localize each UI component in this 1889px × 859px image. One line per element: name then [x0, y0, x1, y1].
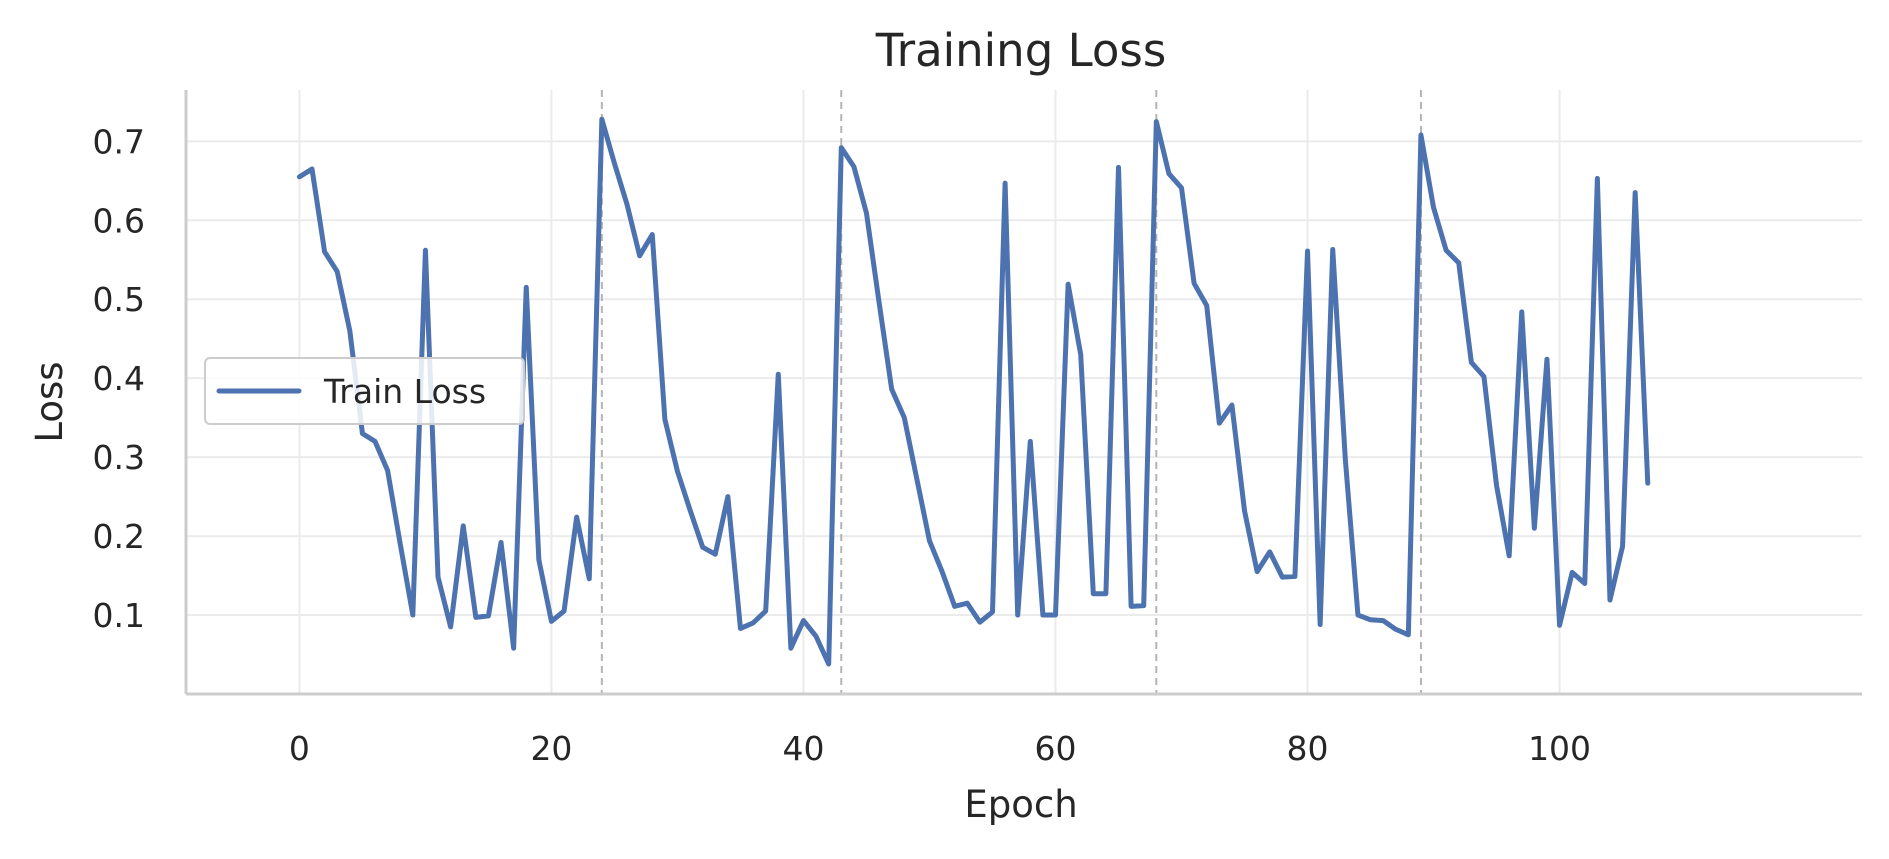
series-layer — [296, 116, 1651, 667]
legend-box — [204, 357, 525, 425]
x-axis-label: Epoch — [964, 783, 1077, 826]
y-tick-label: 0.3 — [93, 438, 145, 477]
legend: Train Loss — [204, 357, 525, 425]
y-tick-label: 0.5 — [93, 280, 145, 319]
y-axis-label: Loss — [28, 361, 71, 442]
axes — [184, 90, 1862, 696]
y-tick-label: 0.1 — [93, 596, 145, 635]
y-tick-label: 0.4 — [93, 359, 145, 398]
legend-label-train-loss: Train Loss — [323, 372, 486, 411]
x-tick-label: 40 — [782, 729, 824, 768]
x-tick-label: 100 — [1528, 729, 1591, 768]
y-tick-label: 0.2 — [93, 517, 145, 556]
grid-lines — [186, 90, 1862, 694]
chart-title: Training Loss — [875, 24, 1167, 77]
x-tick-label: 0 — [289, 729, 310, 768]
y-tick-label: 0.7 — [93, 122, 145, 161]
x-tick-label: 80 — [1287, 729, 1329, 768]
series-line-train-loss — [296, 116, 1651, 667]
x-tick-label: 20 — [530, 729, 572, 768]
tick-labels: 0 20 40 60 80 100 0.1 0.2 0.3 0.4 0.5 0.6 0.7 — [93, 122, 1592, 768]
y-tick-label: 0.6 — [93, 201, 145, 240]
x-tick-label: 60 — [1035, 729, 1077, 768]
